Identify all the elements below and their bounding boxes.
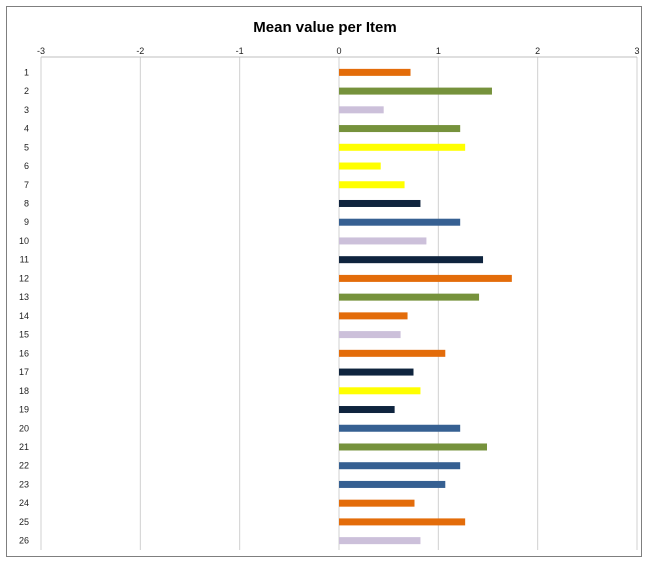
y-tick-label: 8 [24,198,29,208]
bar-item-8 [339,199,421,207]
bars [339,68,512,545]
bar-item-3 [339,106,384,114]
bar-item-22 [339,462,461,470]
y-tick-label: 23 [19,479,29,489]
y-tick-label: 10 [19,236,29,246]
x-tick-labels: -3 -2 -1 0 1 2 3 [37,46,640,56]
y-tick-label: 2 [24,86,29,96]
y-tick-label: 6 [24,161,29,171]
bar-item-19 [339,406,395,414]
y-tick-label: 12 [19,273,29,283]
y-tick-label: 25 [19,517,29,527]
bar-item-21 [339,443,488,451]
bar-item-25 [339,518,466,526]
bar-item-13 [339,293,480,301]
bar-item-9 [339,218,461,226]
x-tick-label: 0 [336,46,341,56]
y-tick-label: 5 [24,142,29,152]
y-tick-label: 20 [19,423,29,433]
bar-item-18 [339,387,421,395]
bar-item-20 [339,424,461,432]
bar-item-10 [339,237,427,245]
bar-item-1 [339,68,411,76]
y-tick-label: 3 [24,105,29,115]
y-tick-label: 14 [19,311,29,321]
y-tick-label: 26 [19,536,29,546]
bar-item-24 [339,499,415,507]
y-tick-label: 9 [24,217,29,227]
y-tick-labels: 1234567891011121314151617181920212223242… [19,67,29,545]
y-tick-label: 21 [19,442,29,452]
bar-item-23 [339,480,446,488]
y-tick-label: 19 [19,405,29,415]
x-tick-label: 2 [535,46,540,56]
bar-item-5 [339,143,466,151]
bar-item-6 [339,162,381,170]
bar-item-26 [339,537,421,545]
y-tick-label: 17 [19,367,29,377]
y-tick-label: 4 [24,124,29,134]
bar-item-4 [339,125,461,133]
bar-item-17 [339,368,414,376]
y-tick-label: 15 [19,330,29,340]
chart-title: Mean value per Item [253,19,397,36]
bar-item-12 [339,274,512,282]
x-tick-label: 3 [634,46,639,56]
bar-item-16 [339,349,446,357]
x-tick-label: 1 [436,46,441,56]
x-tick-label: -2 [136,46,144,56]
bar-item-2 [339,87,492,95]
y-tick-label: 1 [24,67,29,77]
y-tick-label: 11 [20,255,29,265]
bar-item-7 [339,181,405,189]
y-tick-label: 13 [19,292,29,302]
x-tick-label: -1 [236,46,244,56]
y-tick-label: 24 [19,498,29,508]
bar-item-11 [339,256,484,264]
y-tick-label: 16 [19,348,29,358]
bar-item-15 [339,331,401,339]
bar-chart: -3 -2 -1 0 1 2 3 12345678910111213141516171819… [19,46,640,550]
x-tick-label: -3 [37,46,45,56]
y-tick-label: 22 [19,461,29,471]
y-tick-label: 7 [24,180,29,190]
y-tick-label: 18 [19,386,29,396]
bar-item-14 [339,312,408,320]
